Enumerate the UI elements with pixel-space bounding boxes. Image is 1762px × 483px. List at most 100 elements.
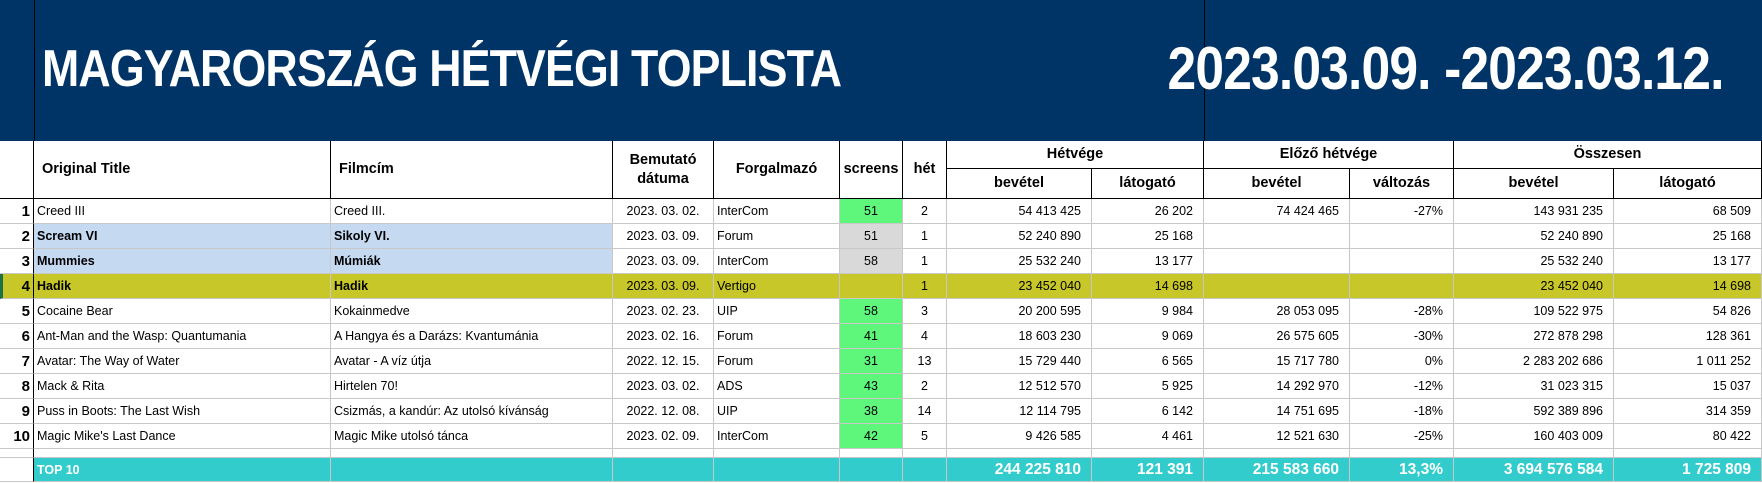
table-cell-adm[interactable]: 9 069	[1092, 324, 1204, 349]
table-cell-dist[interactable]: Forum	[714, 349, 840, 374]
table-cell-date[interactable]: 2023. 02. 23.	[613, 299, 714, 324]
table-cell-chg[interactable]: -12%	[1350, 374, 1454, 399]
table-cell-hu[interactable]: Múmiák	[331, 249, 613, 274]
table-cell-hu[interactable]: Avatar - A víz útja	[331, 349, 613, 374]
table-cell-chg[interactable]: -28%	[1350, 299, 1454, 324]
table-cell-tot_adm[interactable]: 1 011 252	[1614, 349, 1762, 374]
table-cell-original[interactable]: Magic Mike's Last Dance	[34, 424, 331, 449]
table-cell-adm[interactable]: 25 168	[1092, 224, 1204, 249]
table-cell-prev[interactable]: 26 575 605	[1204, 324, 1350, 349]
table-cell-original[interactable]: Ant-Man and the Wasp: Quantumania	[34, 324, 331, 349]
table-cell-hu[interactable]: Creed III.	[331, 199, 613, 224]
table-cell-rev[interactable]: 12 512 570	[947, 374, 1092, 399]
table-cell-dist[interactable]: InterCom	[714, 424, 840, 449]
table-cell-screens[interactable]: 58	[840, 249, 903, 274]
table-cell-tot_adm[interactable]: 15 037	[1614, 374, 1762, 399]
table-cell-screens[interactable]: 38	[840, 399, 903, 424]
table-cell-dist[interactable]: Forum	[714, 324, 840, 349]
table-cell-date[interactable]: 2022. 12. 15.	[613, 349, 714, 374]
table-cell-tot_rev[interactable]: 109 522 975	[1454, 299, 1614, 324]
table-cell-tot_adm[interactable]: 314 359	[1614, 399, 1762, 424]
table-cell-chg[interactable]: -30%	[1350, 324, 1454, 349]
table-cell-adm[interactable]: 26 202	[1092, 199, 1204, 224]
table-cell-hu[interactable]: Kokainmedve	[331, 299, 613, 324]
table-cell-tot_rev[interactable]: 592 389 896	[1454, 399, 1614, 424]
table-cell-tot_rev[interactable]: 31 023 315	[1454, 374, 1614, 399]
table-cell-adm[interactable]: 13 177	[1092, 249, 1204, 274]
table-cell-chg[interactable]: 0%	[1350, 349, 1454, 374]
table-cell-dist[interactable]: ADS	[714, 374, 840, 399]
table-cell-original[interactable]: Avatar: The Way of Water	[34, 349, 331, 374]
table-cell-rev[interactable]: 15 729 440	[947, 349, 1092, 374]
table-cell-prev[interactable]: 12 521 630	[1204, 424, 1350, 449]
table-cell-hu[interactable]: Sikoly VI.	[331, 224, 613, 249]
table-cell-prev[interactable]: 28 053 095	[1204, 299, 1350, 324]
table-cell-week[interactable]: 13	[903, 349, 947, 374]
table-cell-adm[interactable]: 5 925	[1092, 374, 1204, 399]
table-cell-tot_rev[interactable]: 23 452 040	[1454, 274, 1614, 299]
table-cell-chg[interactable]: -18%	[1350, 399, 1454, 424]
table-cell-tot_adm[interactable]: 68 509	[1614, 199, 1762, 224]
table-cell-tot_adm[interactable]: 25 168	[1614, 224, 1762, 249]
table-cell-tot_adm[interactable]: 128 361	[1614, 324, 1762, 349]
table-cell-chg[interactable]	[1350, 249, 1454, 274]
table-cell-dist[interactable]: UIP	[714, 399, 840, 424]
table-cell-prev[interactable]: 14 751 695	[1204, 399, 1350, 424]
table-cell-date[interactable]: 2023. 03. 09.	[613, 224, 714, 249]
table-cell-tot_adm[interactable]: 54 826	[1614, 299, 1762, 324]
table-cell-tot_adm[interactable]: 80 422	[1614, 424, 1762, 449]
table-cell-date[interactable]: 2023. 03. 09.	[613, 274, 714, 299]
table-cell-prev[interactable]	[1204, 224, 1350, 249]
table-cell-date[interactable]: 2023. 03. 09.	[613, 249, 714, 274]
table-cell-date[interactable]: 2023. 02. 16.	[613, 324, 714, 349]
table-cell-chg[interactable]: -25%	[1350, 424, 1454, 449]
table-cell-screens[interactable]: 41	[840, 324, 903, 349]
table-cell-week[interactable]: 2	[903, 199, 947, 224]
table-cell-rev[interactable]: 23 452 040	[947, 274, 1092, 299]
table-cell-week[interactable]: 4	[903, 324, 947, 349]
table-cell-screens[interactable]	[840, 274, 903, 299]
table-cell-dist[interactable]: InterCom	[714, 199, 840, 224]
table-cell-date[interactable]: 2022. 12. 08.	[613, 399, 714, 424]
table-cell-chg[interactable]	[1350, 274, 1454, 299]
table-cell-tot_rev[interactable]: 272 878 298	[1454, 324, 1614, 349]
table-cell-original[interactable]: Creed III	[34, 199, 331, 224]
table-cell-original[interactable]: Cocaine Bear	[34, 299, 331, 324]
table-cell-screens[interactable]: 51	[840, 199, 903, 224]
table-cell-rev[interactable]: 52 240 890	[947, 224, 1092, 249]
table-cell-original[interactable]: Hadik	[34, 274, 331, 299]
table-cell-tot_adm[interactable]: 13 177	[1614, 249, 1762, 274]
table-cell-original[interactable]: Puss in Boots: The Last Wish	[34, 399, 331, 424]
table-cell-week[interactable]: 2	[903, 374, 947, 399]
table-cell-screens[interactable]: 31	[840, 349, 903, 374]
table-cell-screens[interactable]: 43	[840, 374, 903, 399]
table-cell-original[interactable]: Mummies	[34, 249, 331, 274]
table-cell-hu[interactable]: Hadik	[331, 274, 613, 299]
table-cell-chg[interactable]: -27%	[1350, 199, 1454, 224]
table-cell-chg[interactable]	[1350, 224, 1454, 249]
table-cell-rev[interactable]: 9 426 585	[947, 424, 1092, 449]
table-cell-dist[interactable]: InterCom	[714, 249, 840, 274]
table-cell-tot_rev[interactable]: 160 403 009	[1454, 424, 1614, 449]
table-cell-rev[interactable]: 54 413 425	[947, 199, 1092, 224]
table-cell-adm[interactable]: 6 565	[1092, 349, 1204, 374]
table-cell-hu[interactable]: Magic Mike utolsó tánca	[331, 424, 613, 449]
table-cell-date[interactable]: 2023. 02. 09.	[613, 424, 714, 449]
table-cell-week[interactable]: 1	[903, 249, 947, 274]
table-cell-week[interactable]: 1	[903, 224, 947, 249]
table-cell-week[interactable]: 1	[903, 274, 947, 299]
table-cell-date[interactable]: 2023. 03. 02.	[613, 374, 714, 399]
table-cell-dist[interactable]: UIP	[714, 299, 840, 324]
table-cell-week[interactable]: 14	[903, 399, 947, 424]
table-cell-hu[interactable]: A Hangya és a Darázs: Kvantumánia	[331, 324, 613, 349]
table-cell-adm[interactable]: 14 698	[1092, 274, 1204, 299]
table-cell-date[interactable]: 2023. 03. 02.	[613, 199, 714, 224]
table-cell-tot_rev[interactable]: 52 240 890	[1454, 224, 1614, 249]
table-cell-prev[interactable]	[1204, 274, 1350, 299]
table-cell-prev[interactable]	[1204, 249, 1350, 274]
table-cell-tot_rev[interactable]: 25 532 240	[1454, 249, 1614, 274]
table-cell-screens[interactable]: 58	[840, 299, 903, 324]
table-cell-original[interactable]: Mack & Rita	[34, 374, 331, 399]
table-cell-hu[interactable]: Csizmás, a kandúr: Az utolsó kívánság	[331, 399, 613, 424]
table-cell-prev[interactable]: 15 717 780	[1204, 349, 1350, 374]
